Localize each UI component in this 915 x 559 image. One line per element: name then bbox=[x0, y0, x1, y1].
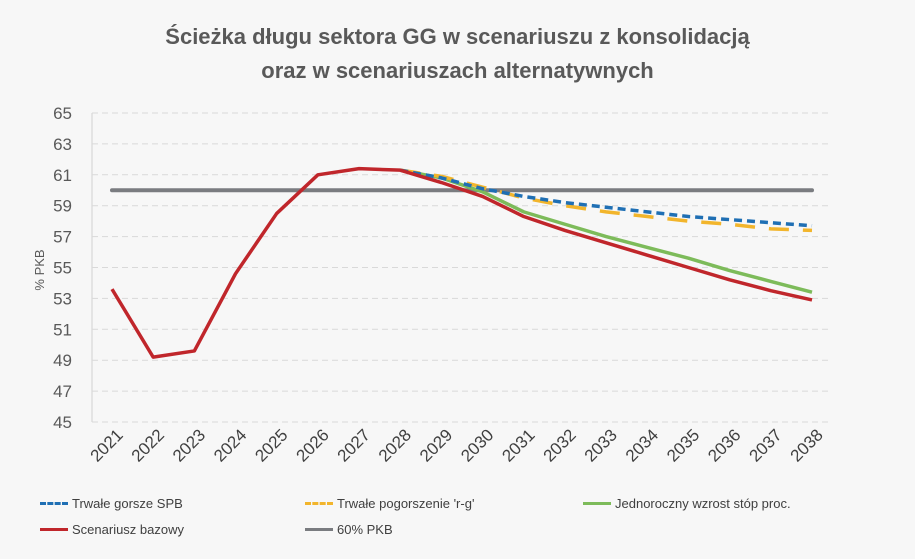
x-tick-label: 2030 bbox=[457, 425, 497, 465]
y-tick-label: 47 bbox=[53, 382, 72, 401]
y-tick-label: 57 bbox=[53, 228, 72, 247]
legend-label: 60% PKB bbox=[337, 522, 393, 537]
x-tick-label: 2036 bbox=[704, 425, 744, 465]
x-tick-label: 2021 bbox=[87, 425, 127, 465]
legend-item-trwale-pogorszenie: Trwałe pogorszenie 'r-g' bbox=[305, 496, 474, 511]
y-axis-title: % PKB bbox=[32, 249, 47, 290]
legend-label: Jednoroczny wzrost stóp proc. bbox=[615, 496, 791, 511]
legend-item-trwale-gorsze-spb: Trwałe gorsze SPB bbox=[40, 496, 183, 511]
y-tick-label: 59 bbox=[53, 197, 72, 216]
legend-item-jednoroczny-wzrost: Jednoroczny wzrost stóp proc. bbox=[583, 496, 791, 511]
y-tick-label: 65 bbox=[53, 104, 72, 123]
legend-label: Scenariusz bazowy bbox=[72, 522, 184, 537]
legend-swatch bbox=[305, 502, 333, 505]
legend-swatch bbox=[583, 502, 611, 505]
x-tick-label: 2027 bbox=[334, 425, 374, 465]
legend-item-60-pkb: 60% PKB bbox=[305, 522, 393, 537]
y-tick-label: 51 bbox=[53, 320, 72, 339]
x-tick-label: 2023 bbox=[169, 425, 209, 465]
x-tick-label: 2022 bbox=[128, 425, 168, 465]
series-line-jednoroczny-wzrost-st-p-proc- bbox=[399, 168, 813, 294]
x-tick-label: 2038 bbox=[787, 425, 827, 465]
chart-title: Ścieżka długu sektora GG w scenariuszu z… bbox=[0, 20, 915, 88]
x-tick-label: 2032 bbox=[540, 425, 580, 465]
legend-item-scenariusz-bazowy: Scenariusz bazowy bbox=[40, 522, 184, 537]
x-tick-label: 2028 bbox=[375, 425, 415, 465]
x-tick-label: 2026 bbox=[293, 425, 333, 465]
x-tick-label: 2033 bbox=[581, 425, 621, 465]
legend-swatch bbox=[40, 528, 68, 531]
y-tick-label: 61 bbox=[53, 166, 72, 185]
x-tick-label: 2037 bbox=[745, 425, 785, 465]
x-tick-label: 2029 bbox=[416, 425, 456, 465]
legend-swatch bbox=[305, 528, 333, 531]
y-tick-label: 45 bbox=[53, 413, 72, 432]
x-tick-label: 2025 bbox=[251, 425, 291, 465]
series-line-scenariusz-bazowy bbox=[110, 166, 813, 359]
legend-swatch bbox=[40, 502, 68, 505]
x-tick-label: 2024 bbox=[210, 425, 250, 465]
x-tick-label: 2035 bbox=[663, 425, 703, 465]
x-tick-label: 2034 bbox=[622, 425, 662, 465]
x-tick-label: 2031 bbox=[498, 425, 538, 465]
y-tick-label: 55 bbox=[53, 259, 72, 278]
y-tick-label: 63 bbox=[53, 135, 72, 154]
y-tick-label: 49 bbox=[53, 351, 72, 370]
chart-title-line-2: oraz w scenariuszach alternatywnych bbox=[261, 58, 654, 83]
chart-title-line-1: Ścieżka długu sektora GG w scenariuszu z… bbox=[165, 24, 750, 49]
legend-label: Trwałe pogorszenie 'r-g' bbox=[337, 496, 475, 511]
y-tick-label: 53 bbox=[53, 289, 72, 308]
series-line-trwa-e-gorsze-spb bbox=[399, 168, 813, 228]
legend-label: Trwałe gorsze SPB bbox=[72, 496, 183, 511]
